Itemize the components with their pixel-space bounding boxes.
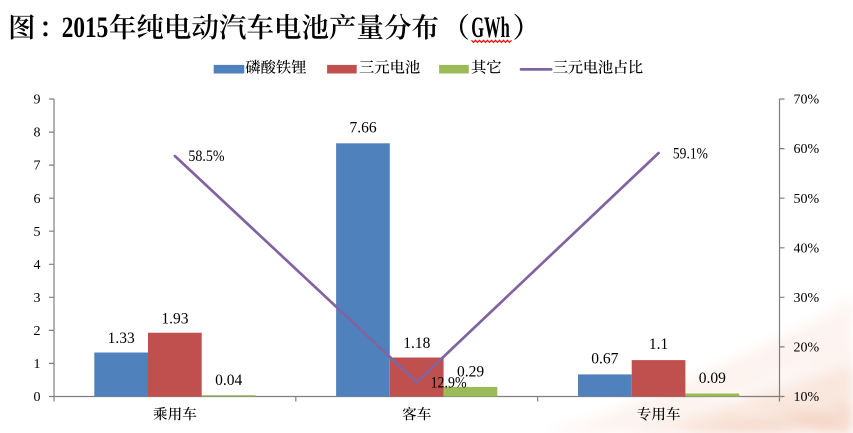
svg-text:0.04: 0.04 — [215, 372, 242, 389]
svg-text:7.66: 7.66 — [349, 120, 376, 137]
svg-text:1.1: 1.1 — [649, 336, 668, 353]
svg-text:1: 1 — [34, 357, 41, 372]
svg-text:GWh: GWh — [471, 12, 510, 44]
svg-text:2015: 2015 — [62, 12, 109, 44]
svg-text:9: 9 — [34, 93, 41, 108]
svg-text:6: 6 — [34, 192, 41, 207]
svg-text:3: 3 — [34, 291, 41, 306]
svg-text:4: 4 — [34, 258, 41, 273]
svg-text:1.18: 1.18 — [403, 335, 430, 352]
svg-text:0: 0 — [34, 390, 41, 405]
svg-text:8: 8 — [34, 126, 41, 141]
svg-text:40%: 40% — [794, 241, 820, 256]
svg-text:0.29: 0.29 — [457, 364, 484, 381]
svg-text:0.09: 0.09 — [699, 370, 726, 387]
svg-text:12.9%: 12.9% — [431, 375, 467, 392]
svg-text:7: 7 — [34, 159, 41, 174]
svg-text:30%: 30% — [794, 291, 820, 306]
svg-text:0.67: 0.67 — [591, 351, 618, 368]
svg-text:50%: 50% — [794, 192, 820, 207]
svg-text:20%: 20% — [794, 341, 820, 356]
svg-text:1.33: 1.33 — [108, 330, 135, 347]
svg-text:1.93: 1.93 — [161, 310, 188, 327]
svg-text:60%: 60% — [794, 142, 820, 157]
svg-text:5: 5 — [34, 225, 41, 240]
svg-text:10%: 10% — [794, 390, 820, 405]
svg-text:70%: 70% — [794, 93, 820, 108]
svg-text:58.5%: 58.5% — [188, 148, 224, 165]
svg-text:2: 2 — [34, 324, 41, 339]
svg-text:59.1%: 59.1% — [673, 146, 708, 163]
